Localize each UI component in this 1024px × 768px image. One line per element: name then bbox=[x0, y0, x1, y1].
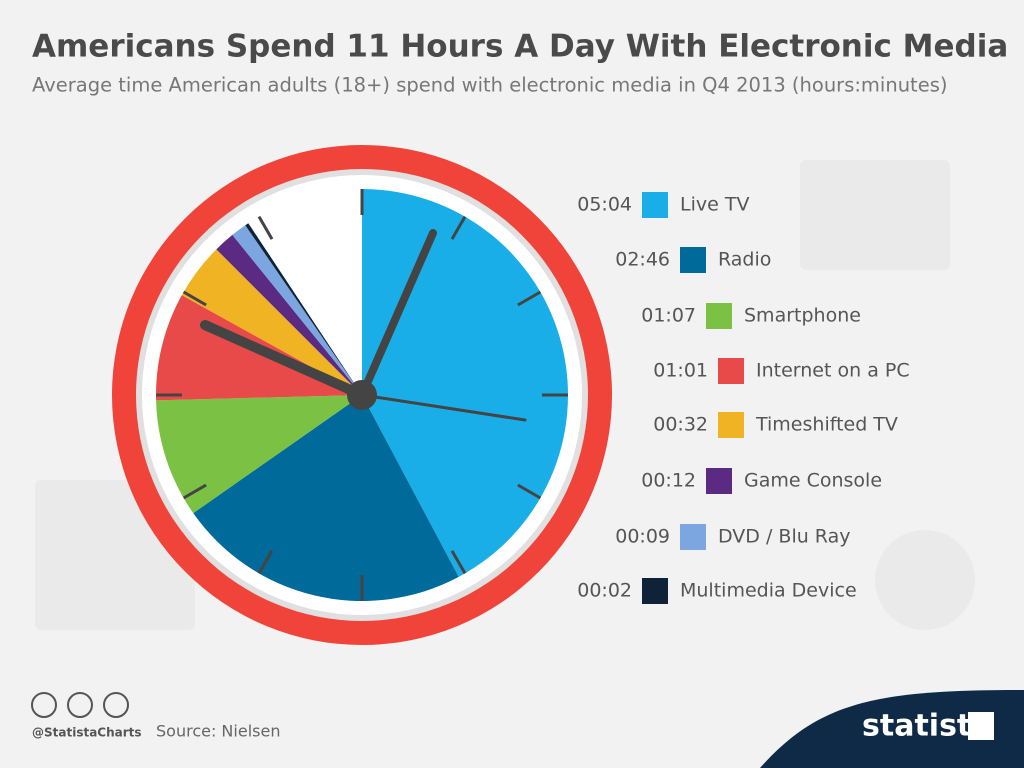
legend-label: Smartphone bbox=[744, 305, 861, 327]
pie-slice bbox=[232, 225, 362, 395]
clock-tick bbox=[257, 550, 274, 575]
legend-label: Timeshifted TV bbox=[755, 414, 898, 436]
legend-swatch bbox=[642, 192, 668, 218]
handle: @StatistaCharts bbox=[32, 726, 142, 740]
legend-swatch bbox=[706, 468, 732, 494]
legend-swatch bbox=[642, 578, 668, 604]
clock-tick bbox=[450, 550, 467, 575]
legend-swatch bbox=[718, 412, 744, 438]
legend-label: Internet on a PC bbox=[756, 360, 910, 382]
legend-swatch bbox=[706, 303, 732, 329]
pie-slice bbox=[181, 249, 362, 395]
legend-label: Radio bbox=[718, 249, 771, 271]
legend-swatch bbox=[718, 358, 744, 384]
source: Source: Nielsen bbox=[156, 722, 280, 741]
legend-label: Game Console bbox=[744, 470, 882, 492]
pie-slice bbox=[193, 395, 459, 601]
chart-title: Americans Spend 11 Hours A Day With Elec… bbox=[32, 29, 1008, 65]
clock-tick bbox=[182, 290, 207, 307]
legend-value: 01:07 bbox=[641, 305, 696, 327]
clock-tick bbox=[517, 290, 542, 307]
chart-subtitle: Average time American adults (18+) spend… bbox=[32, 74, 947, 97]
legend-value: 00:12 bbox=[641, 470, 696, 492]
pie-slice bbox=[216, 234, 362, 395]
hour-hand bbox=[200, 320, 367, 400]
clock-center bbox=[347, 380, 377, 410]
legend-value: 01:01 bbox=[653, 360, 708, 382]
legend-label: Multimedia Device bbox=[680, 580, 857, 602]
legend-value: 00:32 bbox=[653, 414, 708, 436]
legend-value: 00:02 bbox=[577, 580, 632, 602]
pie-slice bbox=[245, 223, 362, 395]
clock-tick bbox=[182, 483, 207, 500]
clock-tick bbox=[517, 483, 542, 500]
clock-tick bbox=[257, 215, 274, 240]
brand-logo bbox=[968, 712, 994, 740]
clock-hands bbox=[200, 229, 527, 422]
legend-swatch bbox=[680, 247, 706, 273]
brand-band bbox=[760, 690, 1024, 768]
legend-value: 02:46 bbox=[615, 249, 670, 271]
clock-tick bbox=[450, 215, 467, 240]
pie-slice bbox=[156, 395, 362, 514]
legend-value: 05:04 bbox=[577, 194, 632, 216]
license-icons bbox=[31, 692, 129, 718]
minute-hand bbox=[358, 229, 437, 399]
legend-label: Live TV bbox=[680, 194, 749, 216]
clock-ticks bbox=[156, 189, 568, 601]
second-hand bbox=[360, 393, 527, 422]
legend-value: 00:09 bbox=[615, 526, 670, 548]
legend: 05:04 Live TV 02:46 Radio 01:07 Smartphone 01:… bbox=[577, 192, 910, 604]
legend-label: DVD / Blu Ray bbox=[718, 526, 850, 548]
legend-swatch bbox=[680, 524, 706, 550]
